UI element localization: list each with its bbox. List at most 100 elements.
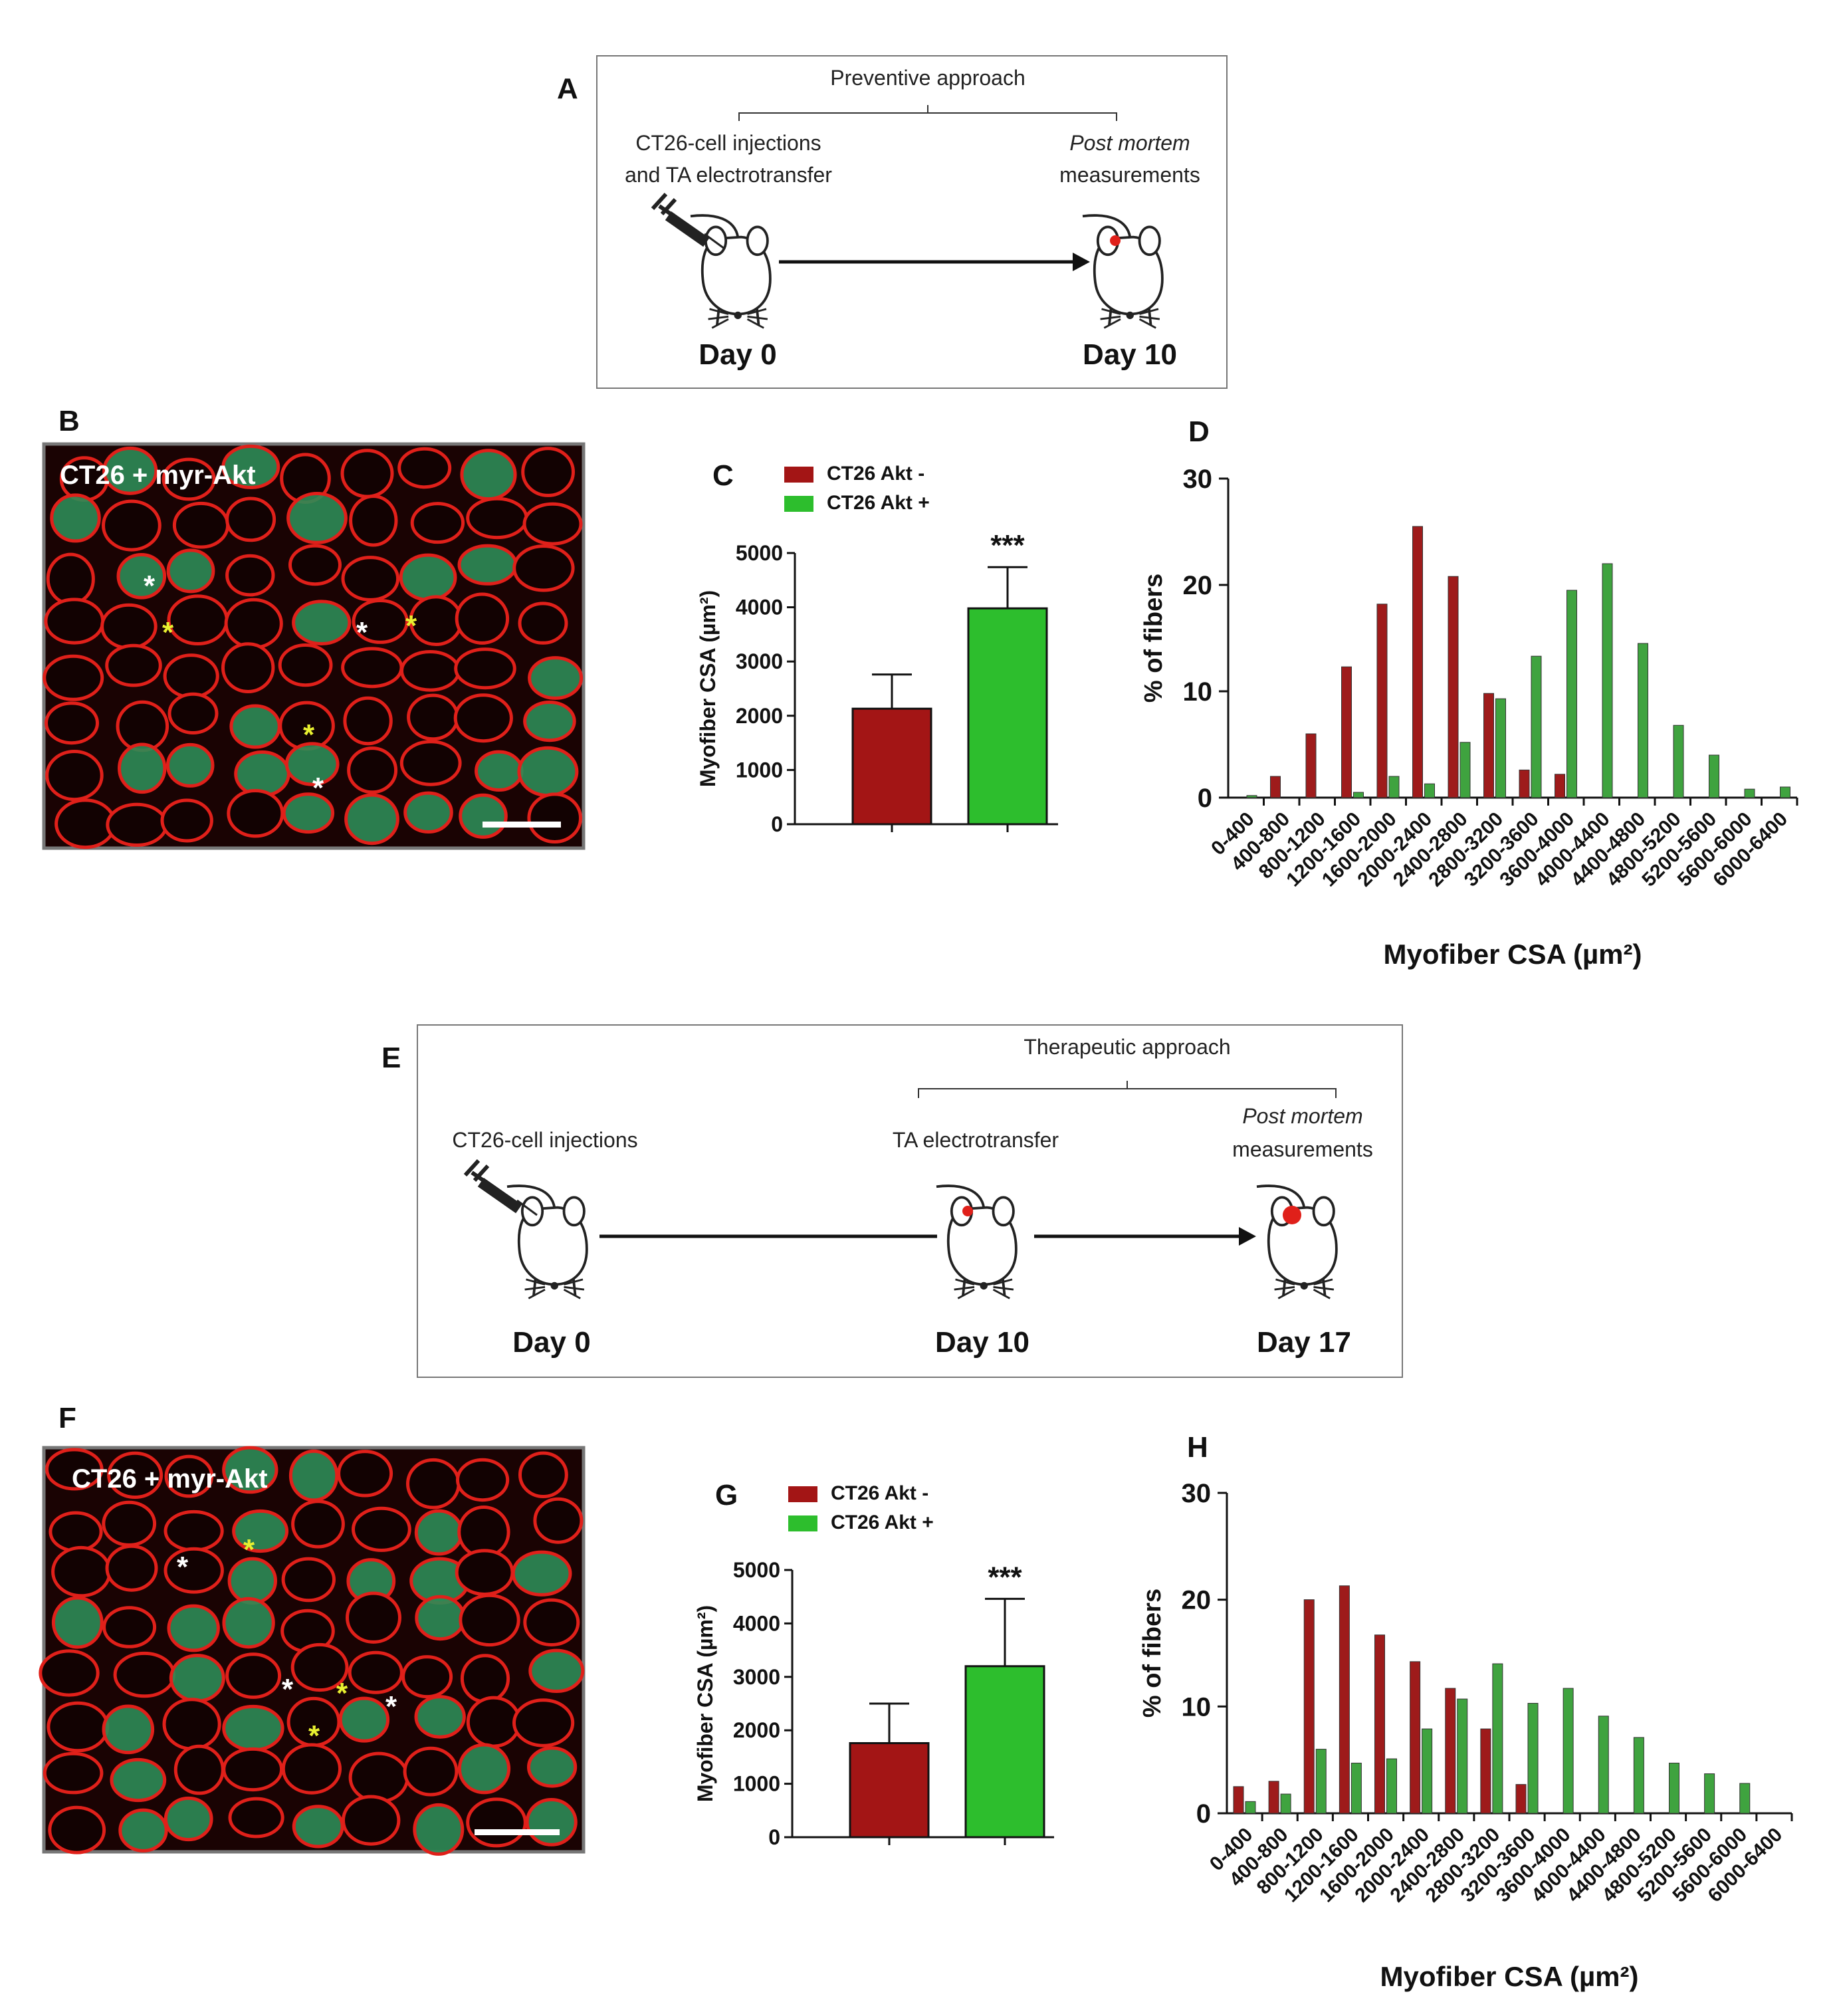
myofiber-cell <box>535 1499 582 1542</box>
myofiber-cell <box>104 1608 155 1647</box>
myofiber-cell <box>283 1559 334 1601</box>
myofiber-cell <box>224 1749 282 1789</box>
y-tick-label: 2000 <box>733 1718 780 1742</box>
myofiber-cell <box>224 1706 282 1749</box>
bar <box>966 1666 1044 1837</box>
myofiber-cell <box>104 1502 155 1545</box>
asterisk-icon: * <box>162 616 174 649</box>
myofiber-cell <box>294 602 350 644</box>
myofiber-cell <box>226 600 281 647</box>
myofiber-cell <box>224 1599 273 1646</box>
bar <box>1740 1783 1750 1813</box>
day-start-e: Day 0 <box>512 1326 590 1359</box>
bar <box>1281 1794 1291 1813</box>
myofiber-cell <box>402 652 459 691</box>
myofiber-cell <box>175 1746 223 1793</box>
myofiber-cell <box>342 451 392 497</box>
bar <box>1389 776 1399 798</box>
approach-title-e: Therapeutic approach <box>1024 1035 1230 1059</box>
day-start-a: Day 0 <box>699 338 776 371</box>
myofiber-cell <box>461 795 506 837</box>
approach-title-a: Preventive approach <box>830 66 1025 90</box>
bar <box>1304 1600 1314 1813</box>
myofiber-cell <box>457 1551 512 1595</box>
asterisk-icon: * <box>336 1677 348 1710</box>
myofiber-cell <box>350 1753 407 1801</box>
bar <box>1745 789 1755 798</box>
y-tick-label: 0 <box>768 1825 780 1849</box>
day-end-a: Day 10 <box>1083 338 1177 371</box>
y-tick-label: 30 <box>1182 1479 1212 1508</box>
chart-h: 0102030% of fibers0-400400-800800-120012… <box>1138 1479 1792 1992</box>
bar <box>1531 656 1541 798</box>
myofiber-cell <box>345 698 391 743</box>
bar <box>1484 693 1494 798</box>
bar <box>1377 604 1387 798</box>
y-tick-label: 1000 <box>736 758 783 782</box>
asterisk-icon: * <box>405 610 417 642</box>
myofiber-cell <box>53 1547 110 1595</box>
scale-bar <box>475 1829 560 1835</box>
bar <box>1780 787 1790 798</box>
myofiber-cell <box>108 804 166 845</box>
myofiber-cell <box>45 656 102 699</box>
myofiber-cell <box>514 1700 573 1745</box>
bar <box>1375 1635 1385 1813</box>
myofiber-cell <box>115 1653 173 1696</box>
legend-swatch <box>784 467 813 483</box>
myofiber-cell <box>456 649 515 688</box>
myofiber-cell <box>107 1546 156 1590</box>
myofiber-cell <box>293 1502 344 1547</box>
y-tick-label: 4000 <box>736 596 783 619</box>
myofiber-cell <box>468 499 526 537</box>
myofiber-cell <box>339 1452 391 1496</box>
asterisk-icon: * <box>243 1533 255 1566</box>
myofiber-cell <box>457 594 507 643</box>
myofiber-cell <box>459 546 516 584</box>
bar <box>1245 1801 1255 1813</box>
myofiber-cell <box>408 1460 459 1508</box>
scale-bar <box>483 822 561 828</box>
bar <box>1422 1729 1432 1813</box>
myofiber-cell <box>118 555 165 598</box>
myofiber-cell <box>284 794 332 832</box>
myofiber-cell <box>45 1753 102 1793</box>
myofiber-cell <box>412 504 463 542</box>
myofiber-cell <box>530 1650 583 1691</box>
bar <box>1387 1759 1397 1813</box>
myofiber-cell <box>525 703 575 740</box>
myofiber-cell <box>351 497 396 545</box>
legend-label: CT26 Akt - <box>827 463 924 485</box>
bar <box>1247 796 1257 798</box>
myofiber-cell <box>234 1511 287 1551</box>
legend-label: CT26 Akt - <box>831 1482 928 1504</box>
bar <box>1339 1586 1349 1813</box>
asterisk-icon: * <box>312 772 324 804</box>
myofiber-cell <box>415 1805 463 1854</box>
myofiber-cell <box>47 703 98 743</box>
myofiber-cell <box>112 1759 165 1800</box>
bar <box>1271 776 1281 798</box>
myofiber-cell <box>350 1652 401 1692</box>
myofiber-cell <box>477 752 522 790</box>
bar <box>1555 774 1565 798</box>
myofiber-cell <box>169 1606 218 1650</box>
myofiber-cell <box>417 1597 464 1638</box>
myofiber-cell <box>343 649 401 687</box>
start-label-e: CT26-cell injections <box>452 1128 637 1152</box>
significance-label: *** <box>988 1561 1022 1593</box>
myofiber-cell <box>167 744 213 786</box>
bar <box>1516 1785 1526 1813</box>
bar <box>1705 1774 1715 1813</box>
panel-h: H 0102030% of fibers0-400400-800800-1200… <box>1138 1431 1792 1992</box>
myofiber-cell <box>107 645 161 685</box>
bar <box>1354 792 1364 798</box>
myofiber-cell <box>520 1453 567 1496</box>
myofiber-cell <box>344 1797 399 1844</box>
y-tick-label: 1000 <box>733 1772 780 1796</box>
bar <box>850 1743 928 1837</box>
myofiber-cell <box>162 800 211 841</box>
myofiber-cell <box>120 1810 166 1850</box>
y-tick-label: 5000 <box>736 541 783 565</box>
